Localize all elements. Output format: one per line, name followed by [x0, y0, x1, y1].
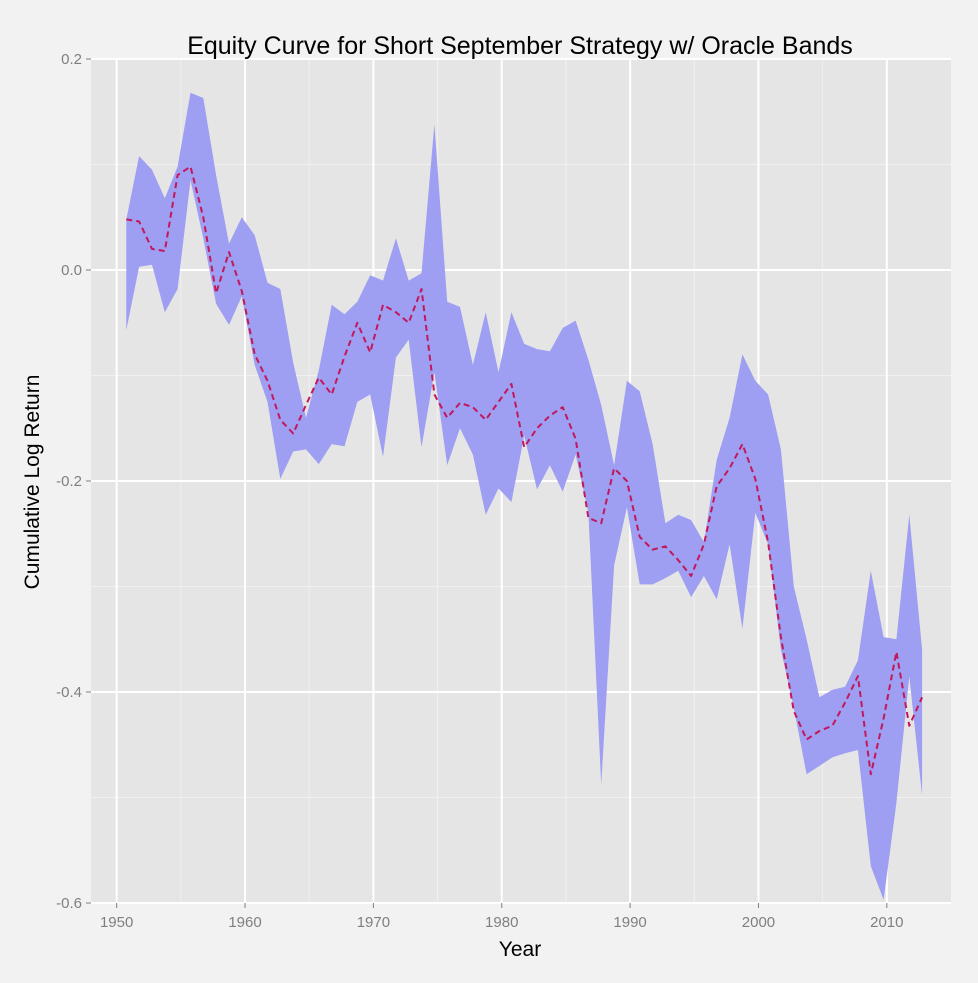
- equity-line: [126, 165, 924, 776]
- x-tick-label: 1970: [357, 914, 390, 931]
- x-axis-title: Year: [499, 938, 541, 961]
- x-tick-label: 2000: [742, 914, 775, 931]
- x-tick-label: 1960: [228, 914, 261, 931]
- y-tick-label: -0.6: [56, 895, 82, 912]
- y-tick-label: 0.2: [61, 51, 82, 68]
- axis-ticks: [86, 58, 888, 908]
- y-tick-label: -0.2: [56, 473, 82, 490]
- x-tick-labels: 1950 1960 1970 1980 1990 2000 2010: [100, 914, 904, 931]
- x-tick-label: 1950: [100, 914, 133, 931]
- y-tick-labels: -0.6 -0.4 -0.2 0.0 0.2: [56, 51, 82, 912]
- y-tick-label: 0.0: [61, 262, 82, 279]
- oracle-bands: [126, 92, 923, 900]
- chart-title: Equity Curve for Short September Strateg…: [187, 32, 853, 60]
- y-axis-title: Cumulative Log Return: [21, 375, 44, 590]
- x-tick-label: 2010: [870, 914, 903, 931]
- equity-curve-line: [126, 165, 924, 776]
- x-tick-label: 1980: [485, 914, 518, 931]
- oracle-band-area: [126, 92, 923, 900]
- x-tick-label: 1990: [613, 914, 646, 931]
- y-tick-label: -0.4: [56, 684, 82, 701]
